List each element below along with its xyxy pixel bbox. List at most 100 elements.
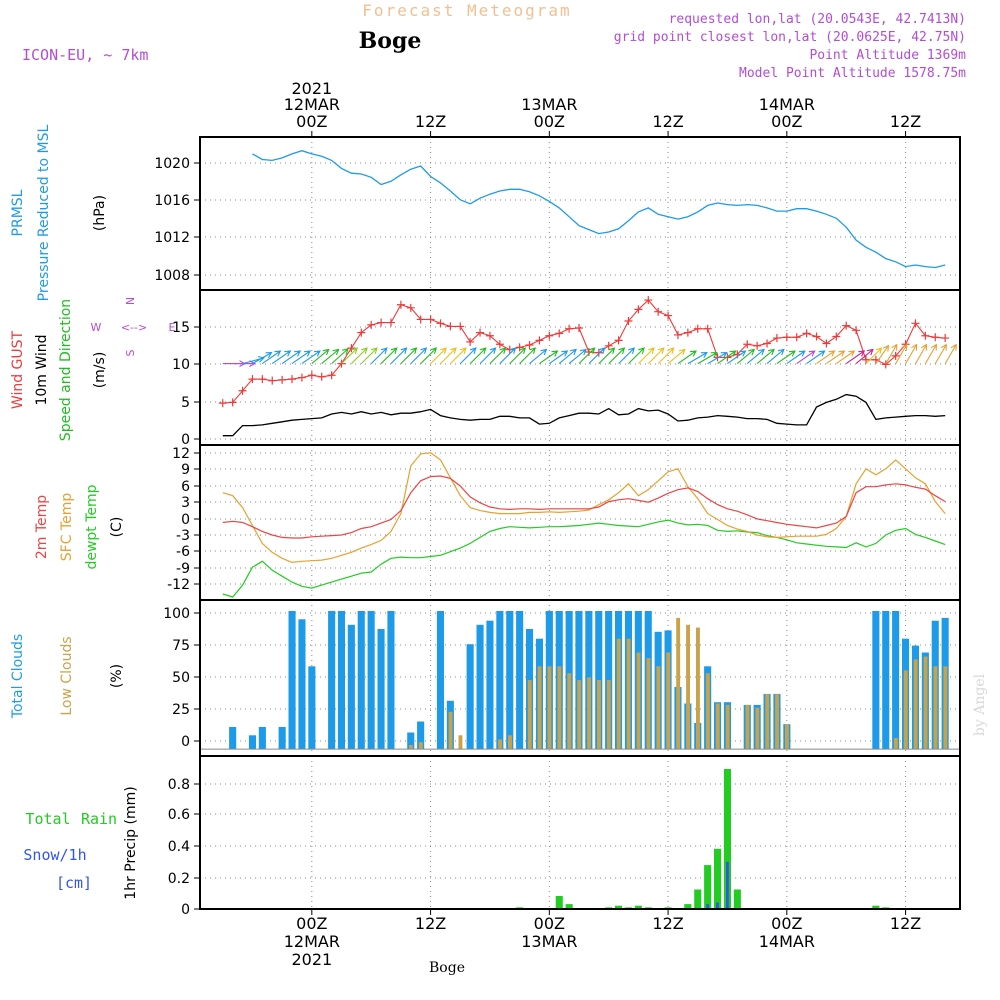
gust-point: [367, 320, 376, 329]
low-cloud-bar: [933, 666, 938, 750]
gust-point: [604, 341, 613, 350]
ytick-label-p3-1: 75: [172, 638, 190, 654]
low-cloud-bar: [527, 680, 532, 750]
ytick-label-p3-0: 100: [163, 606, 190, 622]
panel-ylabel-0: PRMSL: [10, 189, 26, 236]
wind-direction-arrow: [628, 347, 645, 364]
total-cloud-bar: [595, 611, 603, 750]
rain-bar: [872, 905, 880, 909]
low-cloud-bar: [498, 739, 502, 750]
bottom-date-label: 14MAR: [759, 932, 815, 951]
gust-point: [347, 344, 356, 353]
gust-point: [337, 359, 346, 368]
top-time-label: 00Z: [534, 112, 565, 131]
gust-point: [396, 300, 405, 309]
total-cloud-bar: [377, 629, 385, 750]
bottom-time-label: 12Z: [890, 914, 921, 933]
gust-point: [683, 328, 692, 337]
ytick-label-p2-1: 9: [181, 462, 190, 478]
gust-point: [268, 376, 277, 385]
wind-direction-arrow: [360, 347, 378, 364]
rain-bar: [634, 905, 642, 909]
wind-direction-arrow: [509, 347, 527, 364]
wind-direction-arrow: [400, 347, 418, 364]
gust-point: [881, 360, 890, 369]
wind-direction-arrow: [351, 347, 368, 364]
gust-point: [297, 373, 306, 382]
precip-label-rain: Rain: [81, 810, 117, 828]
panel-ylabel-7: 2m Temp: [34, 495, 50, 559]
wind-direction-arrow: [647, 347, 665, 364]
total-cloud-bar: [506, 611, 514, 750]
gust-point: [772, 334, 781, 343]
wind-direction-arrow: [776, 350, 796, 365]
gust-point: [743, 340, 752, 349]
wind-direction-arrow: [826, 350, 846, 365]
gust-point: [436, 319, 445, 328]
panel-ylabel-11: Total Clouds: [10, 634, 26, 719]
gust-point: [386, 318, 395, 327]
wind-direction-arrow: [281, 350, 302, 365]
wind-direction-arrow: [588, 347, 606, 364]
total-cloud-bar: [229, 727, 237, 750]
total-cloud-bar: [882, 611, 890, 750]
wind-direction-arrow: [539, 350, 559, 365]
gust-point: [278, 375, 287, 384]
low-cloud-bar: [636, 652, 641, 750]
wind-direction-arrow: [430, 347, 447, 364]
wind-direction-arrow: [341, 347, 358, 364]
low-cloud-bar: [458, 735, 463, 750]
wind-direction-arrow: [479, 347, 497, 364]
ytick-label-p4-4: 0: [181, 902, 190, 918]
gust-point: [545, 331, 554, 340]
gust-point: [228, 398, 237, 407]
total-cloud-bar: [288, 611, 296, 750]
gust-point: [812, 332, 821, 341]
wind-direction-arrow: [727, 350, 747, 365]
low-cloud-bar: [587, 677, 591, 750]
ytick-label-p2-7: -9: [176, 561, 190, 577]
low-cloud-bar: [508, 735, 512, 750]
wind-direction-arrow: [558, 348, 577, 365]
total-cloud-bar: [575, 611, 583, 750]
top-date-label: 12MAR: [284, 95, 340, 114]
total-cloud-bar: [278, 727, 286, 750]
panel-frame-0: [199, 136, 961, 291]
gust-point: [654, 307, 663, 316]
ytick-label-p0-3: 1008: [154, 268, 190, 284]
low-cloud-bar: [696, 627, 700, 750]
gust-point: [763, 339, 772, 348]
wind-direction-arrow: [370, 347, 388, 364]
panel-ylabel-13: (%): [109, 664, 125, 688]
wind-direction-arrow: [291, 350, 312, 365]
bottom-date-label: 13MAR: [521, 932, 577, 951]
watermark: by Angel: [972, 673, 988, 736]
wind-direction-arrow: [420, 347, 438, 364]
total-cloud-bar: [516, 611, 524, 750]
panel-ylabel-14: 1hr Precip (mm): [123, 786, 139, 899]
wind-direction-arrow: [786, 350, 806, 365]
ytick-label-p0-2: 1012: [154, 230, 190, 246]
rain-bar: [704, 865, 712, 909]
total-cloud-bar: [496, 611, 504, 750]
gust-point: [614, 336, 623, 345]
gust-point: [931, 333, 940, 342]
ytick-label-p4-0: 0.8: [168, 777, 190, 793]
panel-ylabel-10: (C): [109, 517, 125, 538]
low-cloud-bar: [943, 666, 948, 750]
gust-point: [485, 331, 494, 340]
bottom-time-label: 00Z: [296, 914, 327, 933]
panel-frame-2: [199, 444, 961, 601]
total-cloud-bar: [872, 611, 880, 750]
wind-direction-arrow: [598, 347, 616, 364]
low-cloud-bar: [409, 745, 413, 750]
gust-point: [555, 329, 564, 338]
ytick-label-p3-2: 50: [172, 670, 190, 686]
wind-direction-arrow: [875, 344, 890, 364]
total-cloud-bar: [367, 611, 375, 750]
wind-direction-arrow: [321, 348, 340, 365]
gust-point: [832, 332, 841, 341]
snow-bar: [706, 904, 709, 909]
station-name: Boge: [359, 28, 422, 54]
